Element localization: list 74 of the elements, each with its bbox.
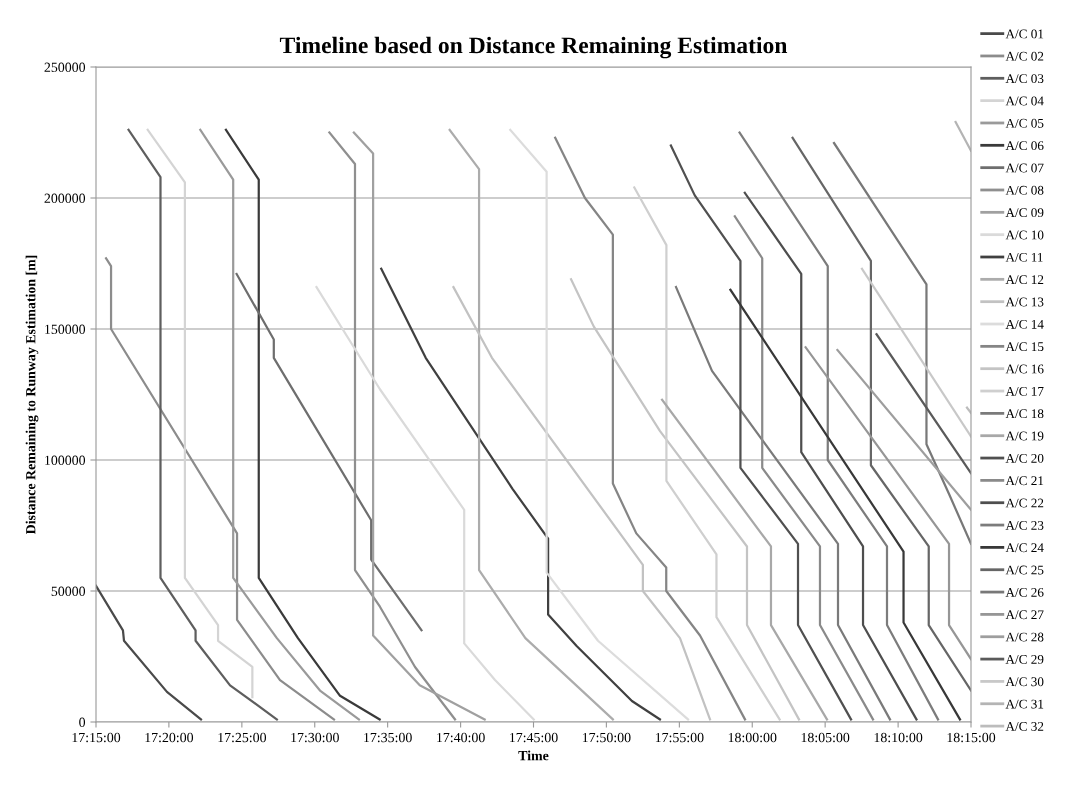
- legend-label: A/C 12: [1005, 275, 1044, 285]
- legend-label: A/C 32: [1005, 721, 1044, 731]
- legend-label: A/C 27: [1005, 610, 1044, 620]
- x-tick-label: 17:45:00: [510, 732, 558, 743]
- legend-label: A/C 24: [1005, 543, 1044, 553]
- line-series: [832, 141, 971, 545]
- line-series: [733, 215, 875, 721]
- legend-label: A/C 29: [1005, 654, 1044, 664]
- legend-label: A/C 01: [1005, 29, 1044, 39]
- x-tick-label: 18:05:00: [801, 732, 850, 743]
- x-tick-label: 17:15:00: [72, 732, 121, 743]
- line-series: [554, 136, 747, 721]
- line-series: [738, 131, 940, 721]
- legend-label: A/C 22: [1005, 498, 1044, 508]
- x-tick-label: 17:35:00: [364, 732, 412, 743]
- legend-label: A/C 14: [1005, 319, 1044, 329]
- line-series: [509, 128, 690, 721]
- y-tick-label: 100000: [45, 455, 86, 465]
- legend-label: A/C 28: [1005, 632, 1044, 642]
- legend-label: A/C 04: [1005, 96, 1044, 106]
- x-tick-label: 17:20:00: [145, 732, 194, 743]
- x-tick-label: 17:30:00: [291, 732, 339, 743]
- line-series: [743, 191, 918, 721]
- y-tick-label: 0: [79, 717, 86, 727]
- x-axis-title: Time: [518, 750, 549, 761]
- line-series: [224, 128, 381, 721]
- legend-label: A/C 17: [1005, 386, 1044, 396]
- legend-label: A/C 06: [1005, 141, 1044, 151]
- x-tick-label: 18:00:00: [728, 732, 777, 743]
- line-series: [448, 128, 614, 721]
- x-tick-label: 18:10:00: [874, 732, 923, 743]
- legend-label: A/C 23: [1005, 520, 1044, 530]
- line-series: [674, 285, 892, 721]
- legend-label: A/C 18: [1005, 409, 1044, 419]
- y-tick-label: 250000: [44, 62, 86, 72]
- x-tick-label: 17:25:00: [218, 732, 267, 743]
- legend-label: A/C 11: [1005, 252, 1043, 262]
- legend-label: A/C 25: [1005, 565, 1044, 575]
- legend-label: A/C 21: [1005, 476, 1044, 486]
- line-series: [235, 272, 423, 632]
- x-tick-label: 17:40:00: [437, 732, 485, 743]
- legend-label: A/C 02: [1005, 51, 1044, 61]
- x-tick-label: 17:50:00: [582, 732, 631, 743]
- legend-label: A/C 30: [1005, 677, 1044, 687]
- line-series: [315, 285, 535, 721]
- legend-label: A/C 15: [1005, 342, 1044, 352]
- legend-label: A/C 07: [1005, 163, 1044, 173]
- legend-label: A/C 05: [1005, 118, 1044, 128]
- legend-label: A/C 09: [1005, 208, 1044, 218]
- y-tick-label: 50000: [51, 586, 86, 596]
- line-series: [104, 257, 336, 721]
- legend-label: A/C 08: [1005, 185, 1044, 195]
- line-series: [729, 288, 962, 721]
- legend-label: A/C 26: [1005, 587, 1044, 597]
- legend-label: A/C 20: [1005, 453, 1044, 463]
- x-tick-label: 17:55:00: [655, 732, 704, 743]
- legend-label: A/C 10: [1005, 230, 1044, 240]
- y-tick-label: 200000: [44, 193, 86, 203]
- legend-label: A/C 03: [1005, 74, 1044, 84]
- legend-label: A/C 31: [1005, 699, 1044, 709]
- line-series: [660, 398, 829, 721]
- y-axis-title: Distance Remaining to Runway Estimation [m]: [25, 255, 39, 535]
- y-tick-label: 150000: [45, 324, 86, 334]
- legend-label: A/C 13: [1005, 297, 1044, 307]
- line-series: [791, 136, 971, 692]
- legend-label: A/C 16: [1005, 364, 1044, 374]
- line-series: [127, 128, 278, 721]
- line-series: [380, 267, 662, 721]
- legend-label: A/C 19: [1005, 431, 1044, 441]
- line-series: [96, 584, 203, 721]
- chart-title: Timeline based on Distance Remaining Estimation: [279, 36, 788, 59]
- line-series: [146, 128, 254, 699]
- x-tick-label: 18:15:00: [947, 732, 996, 743]
- line-series: [669, 144, 853, 721]
